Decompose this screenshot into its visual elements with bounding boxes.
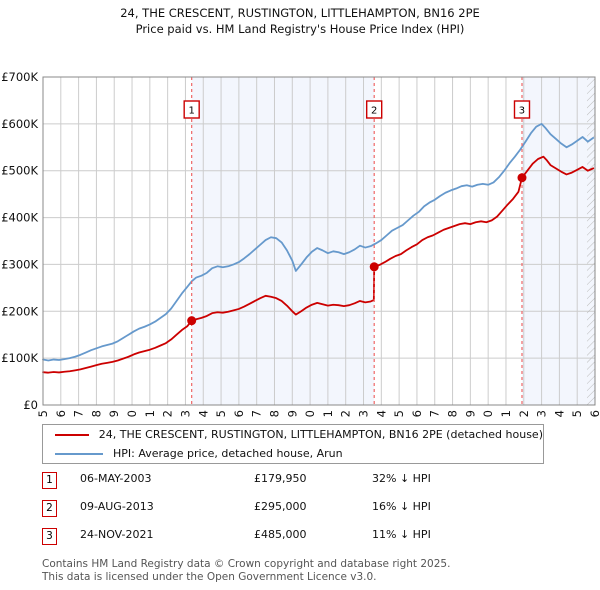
incomplete-data-hatch [586, 77, 595, 405]
x-axis-tick-label: 2026 [588, 410, 600, 417]
legend-label-hpi: HPI: Average price, detached house, Arun [113, 447, 343, 460]
x-axis-tick-label: 2022 [517, 410, 531, 417]
sale-date: 24-NOV-2021 [80, 528, 154, 541]
price-history-chart: £0 £100K £200K £300K £400K £500K £600K £700K 199… [1, 70, 600, 417]
x-axis-tick-label: 2009 [285, 410, 299, 417]
table-row: 2 09-AUG-2013 £295,000 16% ↓ HPI [42, 500, 562, 528]
shaded-period-band [191, 77, 375, 405]
y-axis-tick-label: £100K [1, 351, 38, 365]
sale-index-badge: 2 [42, 500, 57, 517]
x-axis-tick-label: 1999 [107, 410, 121, 417]
y-axis-tick-label: £200K [1, 304, 38, 318]
sale-price: £485,000 [254, 528, 307, 541]
x-axis-tick-label: 2010 [303, 410, 317, 417]
x-axis-tick-label: 2015 [392, 410, 406, 417]
plot-border [42, 76, 596, 406]
sale-event-badge-label: 2 [371, 106, 377, 117]
table-row: 3 24-NOV-2021 £485,000 11% ↓ HPI [42, 528, 562, 556]
legend-item-property: 24, THE CRESCENT, RUSTINGTON, LITTLEHAMP… [43, 425, 543, 444]
sale-event-badge[interactable] [513, 100, 531, 119]
y-axis-tick-label: £500K [1, 164, 38, 178]
x-axis-tick-label: 2014 [374, 410, 388, 417]
sale-event-badge-label: 3 [519, 106, 525, 117]
x-axis-tick-label: 2006 [232, 410, 246, 417]
y-axis-tick-label: £600K [1, 117, 38, 131]
hpi-average-line [42, 122, 595, 362]
x-axis-tick-label: 2001 [143, 410, 157, 417]
sale-event-marker[interactable] [369, 262, 379, 272]
x-axis-tick-label: 1997 [72, 410, 86, 417]
sale-event-marker[interactable] [187, 316, 197, 326]
sales-table: 1 06-MAY-2003 £179,950 32% ↓ HPI 2 09-AU… [42, 472, 562, 556]
sale-date: 06-MAY-2003 [80, 472, 152, 485]
sale-price: £295,000 [254, 500, 307, 513]
sale-event-marker[interactable] [517, 173, 527, 183]
sale-hpi-delta: 16% ↓ HPI [372, 500, 431, 513]
sale-hpi-delta: 11% ↓ HPI [372, 528, 431, 541]
sale-index-badge: 3 [42, 528, 57, 545]
page-title: 24, THE CRESCENT, RUSTINGTON, LITTLEHAMP… [0, 0, 600, 37]
footer-line-2: This data is licensed under the Open Gov… [42, 570, 377, 583]
sale-price: £179,950 [254, 472, 307, 485]
chart-plot-area: £0 £100K £200K £300K £400K £500K £600K £700K 199… [0, 37, 600, 417]
x-axis-tick-label: 2008 [267, 410, 281, 417]
sale-event-badge-label: 1 [188, 106, 194, 117]
x-axis-tick-label: 2023 [535, 410, 549, 417]
copyright-footer: Contains HM Land Registry data © Crown c… [42, 558, 582, 583]
legend-swatch-hpi [55, 452, 103, 455]
legend-item-hpi: HPI: Average price, detached house, Arun [43, 444, 543, 463]
sale-event-badge[interactable] [183, 100, 200, 119]
x-axis-tick-label: 2016 [410, 410, 424, 417]
property-price-line [42, 155, 595, 374]
y-axis-tick-label: £0 [23, 398, 38, 412]
table-row: 1 06-MAY-2003 £179,950 32% ↓ HPI [42, 472, 562, 500]
shaded-period-band [521, 77, 595, 405]
sale-index-badge: 1 [42, 472, 57, 489]
title-line-2: Price paid vs. HM Land Registry's House … [135, 22, 465, 36]
x-axis-tick-label: 2025 [570, 410, 584, 417]
x-axis-tick-label: 1998 [89, 410, 103, 417]
x-axis-tick-label: 2000 [125, 410, 139, 417]
chart-legend: 24, THE CRESCENT, RUSTINGTON, LITTLEHAMP… [42, 424, 544, 464]
x-axis-tick-label: 2003 [178, 410, 192, 417]
y-axis-tick-label: £700K [1, 70, 38, 84]
x-axis-tick-label: 1996 [54, 410, 68, 417]
x-axis-tick-label: 2021 [499, 410, 513, 417]
x-axis-tick-label: 2011 [321, 410, 335, 417]
x-axis-tick-label: 2004 [196, 410, 210, 417]
legend-label-property: 24, THE CRESCENT, RUSTINGTON, LITTLEHAMP… [98, 428, 543, 441]
x-axis-tick-label: 2013 [357, 410, 371, 417]
x-axis-tick-label: 2019 [463, 410, 477, 417]
title-line-1: 24, THE CRESCENT, RUSTINGTON, LITTLEHAMP… [120, 6, 480, 20]
footer-line-1: Contains HM Land Registry data © Crown c… [42, 558, 451, 570]
sale-date: 09-AUG-2013 [80, 500, 154, 513]
sale-hpi-delta: 32% ↓ HPI [372, 472, 431, 485]
x-axis-tick-label: 2007 [250, 410, 264, 417]
legend-swatch-property [55, 433, 89, 436]
sale-event-badge[interactable] [366, 100, 383, 119]
x-axis-tick-label: 2005 [214, 410, 228, 417]
x-axis-tick-label: 2012 [339, 410, 353, 417]
y-axis-tick-label: £400K [1, 211, 38, 225]
x-axis-tick-label: 2020 [481, 410, 495, 417]
y-axis-tick-label: £300K [1, 257, 38, 271]
x-axis-tick-label: 2002 [161, 410, 175, 417]
x-axis-tick-label: 2017 [428, 410, 442, 417]
x-axis-tick-label: 1995 [36, 410, 50, 417]
x-axis-tick-label: 2024 [552, 410, 566, 417]
x-axis-tick-label: 2018 [446, 410, 460, 417]
